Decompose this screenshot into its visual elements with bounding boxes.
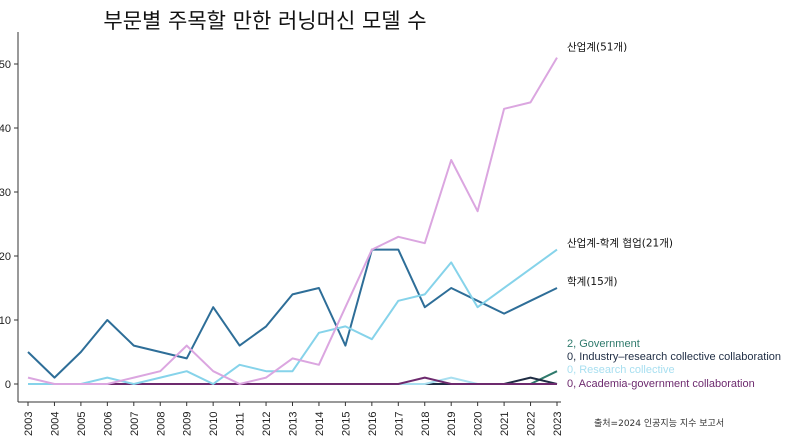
x-tick-label: 2007 bbox=[129, 412, 141, 436]
series-line-1 bbox=[28, 248, 558, 385]
x-tick-label: 2005 bbox=[76, 412, 88, 436]
y-tick-label: 50 bbox=[0, 59, 11, 71]
x-tick-label: 2011 bbox=[235, 412, 247, 436]
x-tick-label: 2017 bbox=[393, 412, 405, 436]
x-tick-label: 2021 bbox=[499, 412, 511, 436]
y-tick-label: 30 bbox=[0, 187, 11, 199]
series-label: 2, Government bbox=[567, 338, 640, 350]
y-tick-label: 40 bbox=[0, 123, 11, 135]
x-tick-label: 2008 bbox=[155, 412, 167, 436]
x-tick-label: 2014 bbox=[314, 412, 326, 436]
series-label: 0, Research collective bbox=[567, 364, 675, 376]
x-tick-label: 2019 bbox=[446, 412, 458, 436]
x-tick-label: 2009 bbox=[182, 412, 194, 436]
x-tick-label: 2013 bbox=[288, 412, 300, 436]
x-tick-label: 2006 bbox=[102, 412, 114, 436]
series-line-2 bbox=[27, 248, 558, 379]
x-tick-label: 2023 bbox=[552, 412, 564, 436]
series-line-0 bbox=[27, 57, 558, 385]
x-tick-label: 2016 bbox=[367, 412, 379, 436]
series-line-6 bbox=[28, 376, 557, 385]
x-tick-label: 2012 bbox=[261, 412, 273, 436]
x-tick-label: 2020 bbox=[473, 412, 485, 436]
series-label: 0, Academia-government collaboration bbox=[567, 378, 755, 390]
x-tick-label: 2015 bbox=[340, 412, 352, 436]
x-tick-label: 2018 bbox=[420, 412, 432, 436]
series-label: 산업계-학계 협업(21개) bbox=[567, 237, 673, 250]
series-label: 학계(15개) bbox=[567, 276, 618, 288]
y-tick-label: 20 bbox=[0, 251, 11, 263]
x-tick-label: 2022 bbox=[526, 412, 538, 436]
series-label: 산업계(51개) bbox=[567, 41, 627, 54]
y-tick-label: 10 bbox=[0, 315, 11, 327]
source-note: 출처=2024 인공지능 지수 보고서 bbox=[594, 419, 725, 429]
x-tick-label: 2004 bbox=[49, 412, 61, 436]
x-tick-label: 2010 bbox=[208, 412, 220, 436]
series-label: 0, Industry–research collective collabor… bbox=[567, 351, 781, 363]
y-tick-label: 0 bbox=[5, 379, 11, 391]
x-tick-label: 2003 bbox=[23, 412, 35, 436]
chart-title: 부문별 주목할 만한 러닝머신 모델 수 bbox=[103, 9, 427, 33]
